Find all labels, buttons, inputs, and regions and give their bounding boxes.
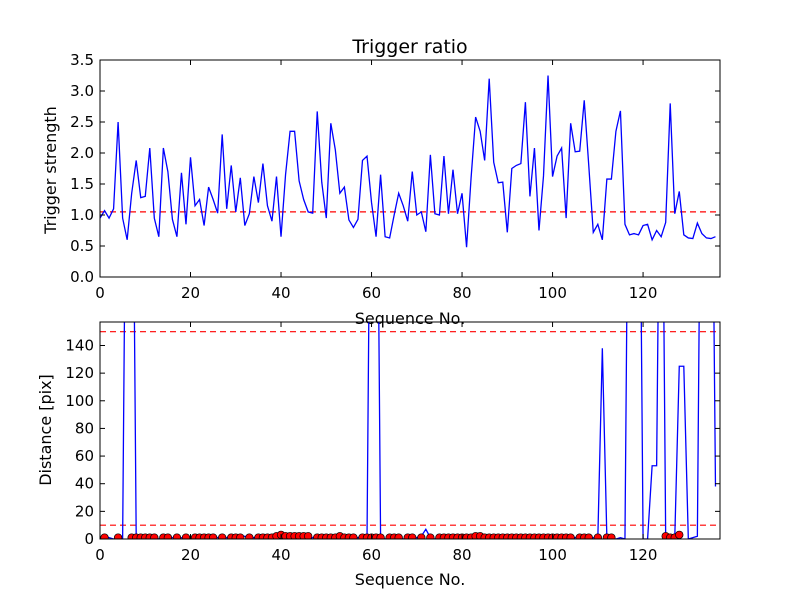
x-tick-label: 0 [95,284,105,302]
y-tick-label: 100 [65,392,94,410]
data-point-marker [150,533,159,539]
x-tick-label: 20 [181,284,200,302]
y-axis-label: Distance [pix] [36,374,55,486]
plot-frame [99,59,721,278]
data-point-marker [593,533,602,539]
data-point-marker [376,533,385,539]
y-tick-label: 0.0 [70,268,94,286]
data-point-marker [181,533,191,539]
x-tick-label: 60 [362,284,381,302]
x-tick-label: 100 [538,546,567,564]
y-tick-label: 3.5 [70,51,94,69]
x-tick-label: 80 [452,546,471,564]
data-point-marker [100,533,109,539]
data-point-marker [208,533,218,539]
y-tick-label: 80 [75,419,94,437]
y-tick-label: 1.5 [70,175,94,193]
x-tick-label: 80 [452,284,471,302]
y-tick-label: 120 [65,364,94,382]
x-tick-label: 60 [362,546,381,564]
x-tick-label: 40 [271,284,290,302]
x-tick-label: 40 [271,546,290,564]
y-tick-label: 3.0 [70,82,94,100]
data-point-marker [172,533,182,539]
data-point-marker [218,533,227,539]
y-tick-label: 0 [84,530,94,548]
series-line [100,75,716,248]
y-tick-label: 40 [75,475,94,493]
data-point-marker [417,533,426,539]
y-tick-label: 140 [65,336,94,354]
data-point-marker [113,533,123,539]
data-point-marker [607,533,616,539]
distance-chart: Sequence No. Distance [pix] 0 20 40 60 80 100… [36,321,721,589]
data-point-marker [408,533,417,539]
data-point-marker [236,533,245,539]
y-tick-label: 2.0 [70,144,94,162]
y-tick-label: 20 [75,502,94,520]
data-point-marker [426,533,435,539]
y-tick-label: 2.5 [70,113,94,131]
data-point-marker [584,533,593,539]
plot-frame [99,321,721,540]
x-tick-label: 100 [538,284,567,302]
data-point-marker [566,533,575,539]
x-tick-label: 120 [629,284,658,302]
x-tick-label: 20 [181,546,200,564]
y-tick-label: 60 [75,447,94,465]
data-point-marker [245,533,254,539]
trigger-ratio-chart: Trigger ratio Sequence No. Trigger stren… [41,36,721,328]
y-tick-label: 1.0 [70,206,94,224]
data-point-marker [304,532,313,539]
chart-title: Trigger ratio [351,36,467,58]
data-point-marker [349,533,358,539]
x-tick-label: 0 [95,546,105,564]
x-axis-label: Sequence No. [355,570,466,589]
x-axis-label: Sequence No. [355,309,466,328]
data-point-marker [394,533,403,539]
series-line [100,322,717,539]
y-axis-label: Trigger strength [41,106,60,235]
data-point-marker [163,533,173,539]
x-tick-label: 120 [629,546,658,564]
data-point-marker [675,530,684,539]
y-tick-label: 0.5 [70,237,94,255]
